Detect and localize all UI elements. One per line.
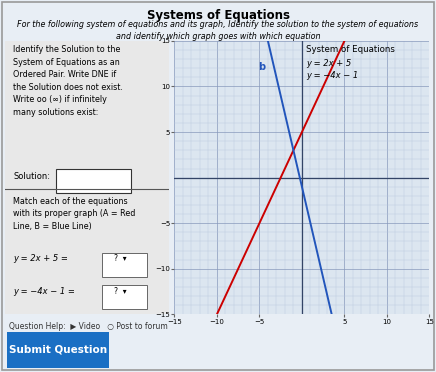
- Text: Identify the Solution to the
System of Equations as an
Ordered Pair. Write DNE i: Identify the Solution to the System of E…: [14, 45, 123, 116]
- Text: y = 2x + 5 =: y = 2x + 5 =: [14, 254, 68, 263]
- FancyBboxPatch shape: [5, 41, 169, 189]
- Text: System of Equations: System of Equations: [306, 45, 395, 54]
- FancyBboxPatch shape: [56, 169, 131, 193]
- Text: ?  ▾: ? ▾: [114, 287, 126, 296]
- Text: Systems of Equations: Systems of Equations: [146, 9, 290, 22]
- Text: b: b: [258, 62, 265, 72]
- Text: y = −4x − 1 =: y = −4x − 1 =: [14, 287, 75, 296]
- Text: Match each of the equations
with its proper graph (A = Red
Line, B = Blue Line): Match each of the equations with its pro…: [14, 197, 136, 231]
- Text: y = −4x − 1: y = −4x − 1: [306, 71, 358, 80]
- FancyBboxPatch shape: [5, 41, 169, 314]
- Text: For the following system of equations and its graph, Identify the solution to th: For the following system of equations an…: [17, 20, 419, 41]
- FancyBboxPatch shape: [0, 329, 117, 371]
- Text: Submit Question: Submit Question: [9, 345, 107, 355]
- FancyBboxPatch shape: [5, 189, 169, 314]
- Text: Question Help:  ▶ Video   ○ Post to forum: Question Help: ▶ Video ○ Post to forum: [9, 322, 167, 331]
- Text: ?  ▾: ? ▾: [114, 254, 126, 263]
- FancyBboxPatch shape: [102, 253, 147, 277]
- Text: Solution:: Solution:: [14, 172, 51, 181]
- Text: y = 2x + 5: y = 2x + 5: [306, 59, 351, 68]
- FancyBboxPatch shape: [102, 285, 147, 310]
